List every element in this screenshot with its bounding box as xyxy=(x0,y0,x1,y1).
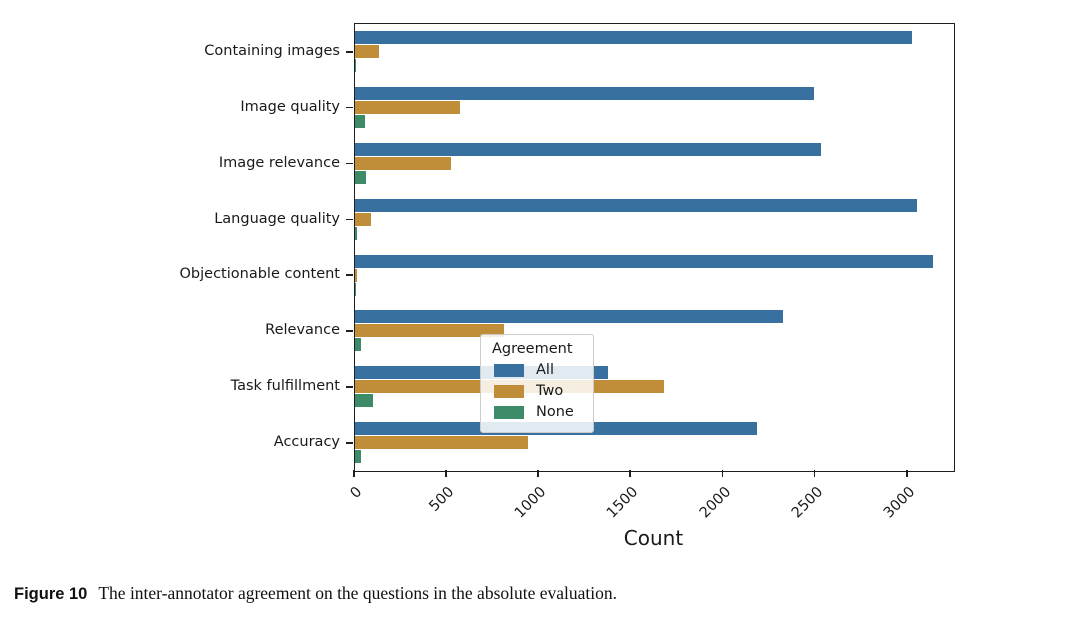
figure-caption: Figure 10 The inter-annotator agreement o… xyxy=(14,583,617,604)
legend-swatch-none xyxy=(494,405,524,419)
legend-label-all: All xyxy=(536,362,554,378)
bar-containing-images-two xyxy=(355,45,379,58)
bar-group-accuracy xyxy=(355,415,954,471)
legend: Agreement All Two None xyxy=(480,334,594,433)
bar-objectionable-content-none xyxy=(355,282,356,296)
x-tick-500 xyxy=(445,470,447,477)
y-label-language-quality: Language quality xyxy=(214,210,340,227)
bar-language-quality-none xyxy=(355,226,357,240)
y-label-containing-images: Containing images xyxy=(204,42,340,59)
figure-caption-text: The inter-annotator agreement on the que… xyxy=(98,583,618,603)
y-tick-task-fulfillment xyxy=(346,386,353,388)
x-tick-0 xyxy=(353,470,355,477)
legend-entry-none: None xyxy=(494,404,584,420)
bar-image-relevance-two xyxy=(355,156,451,170)
bar-relevance-all xyxy=(355,310,783,324)
y-label-accuracy: Accuracy xyxy=(273,434,340,451)
y-tick-containing-images xyxy=(346,50,353,53)
y-tick-relevance xyxy=(346,330,353,332)
y-label-objectionable-content: Objectionable content xyxy=(179,266,340,283)
bar-containing-images-none xyxy=(355,59,356,72)
bar-group-relevance xyxy=(355,303,954,359)
bar-language-quality-all xyxy=(355,198,918,212)
y-label-image-quality: Image quality xyxy=(240,98,340,115)
bar-group-task-fulfillment xyxy=(355,359,954,415)
x-tick-2500 xyxy=(813,470,816,477)
x-tick-label-1500: 1500 xyxy=(604,484,642,522)
y-tick-language-quality xyxy=(346,218,353,221)
bar-objectionable-content-two xyxy=(355,268,358,282)
y-label-relevance: Relevance xyxy=(265,322,340,339)
bar-image-quality-none xyxy=(355,114,366,128)
bar-image-quality-two xyxy=(355,100,461,114)
x-axis-title: Count xyxy=(623,526,684,550)
y-tick-image-quality xyxy=(346,106,353,109)
bar-group-containing-images xyxy=(355,24,954,80)
figure-caption-label: Figure 10 xyxy=(14,585,88,603)
x-tick-label-500: 500 xyxy=(426,484,458,515)
x-tick-label-2000: 2000 xyxy=(696,484,734,522)
legend-label-two: Two xyxy=(536,383,564,399)
x-tick-label-1000: 1000 xyxy=(512,484,550,522)
x-tick-label-0: 0 xyxy=(347,484,366,502)
x-tick-label-2500: 2500 xyxy=(788,484,827,522)
x-tick-3000 xyxy=(905,470,908,477)
x-tick-1000 xyxy=(537,470,539,477)
bar-group-language-quality xyxy=(355,192,954,248)
y-tick-accuracy xyxy=(346,442,353,444)
legend-swatch-all xyxy=(494,363,524,377)
legend-entries: All Two None xyxy=(490,362,584,420)
y-tick-objectionable-content xyxy=(346,274,353,277)
bar-accuracy-two xyxy=(355,436,529,450)
bar-relevance-two xyxy=(355,324,505,338)
bar-image-quality-all xyxy=(355,86,814,100)
x-tick-label-3000: 3000 xyxy=(880,484,919,522)
x-axis-ticks: 0 500 1000 1500 2000 2500 3000 xyxy=(347,470,953,530)
bar-group-image-relevance xyxy=(355,136,954,192)
y-label-task-fulfillment: Task fulfillment xyxy=(230,378,340,395)
x-tick-2000 xyxy=(721,470,724,477)
bar-containing-images-all xyxy=(355,31,912,44)
bar-language-quality-two xyxy=(355,212,371,226)
bar-group-objectionable-content xyxy=(355,248,954,304)
bar-relevance-none xyxy=(355,338,361,352)
y-label-image-relevance: Image relevance xyxy=(218,154,340,171)
x-tick-1500 xyxy=(629,470,632,477)
legend-title: Agreement xyxy=(492,341,573,357)
legend-swatch-two xyxy=(494,384,524,398)
bar-image-relevance-all xyxy=(355,142,822,156)
legend-entry-two: Two xyxy=(494,383,584,399)
bar-task-fulfillment-none xyxy=(355,394,374,408)
bar-objectionable-content-all xyxy=(355,254,933,268)
bar-group-image-quality xyxy=(355,80,954,136)
legend-entry-all: All xyxy=(494,362,584,378)
legend-label-none: None xyxy=(536,404,574,420)
bar-accuracy-none xyxy=(355,450,361,464)
plot-area xyxy=(346,23,955,472)
bar-image-relevance-none xyxy=(355,170,367,184)
y-tick-image-relevance xyxy=(346,162,353,165)
